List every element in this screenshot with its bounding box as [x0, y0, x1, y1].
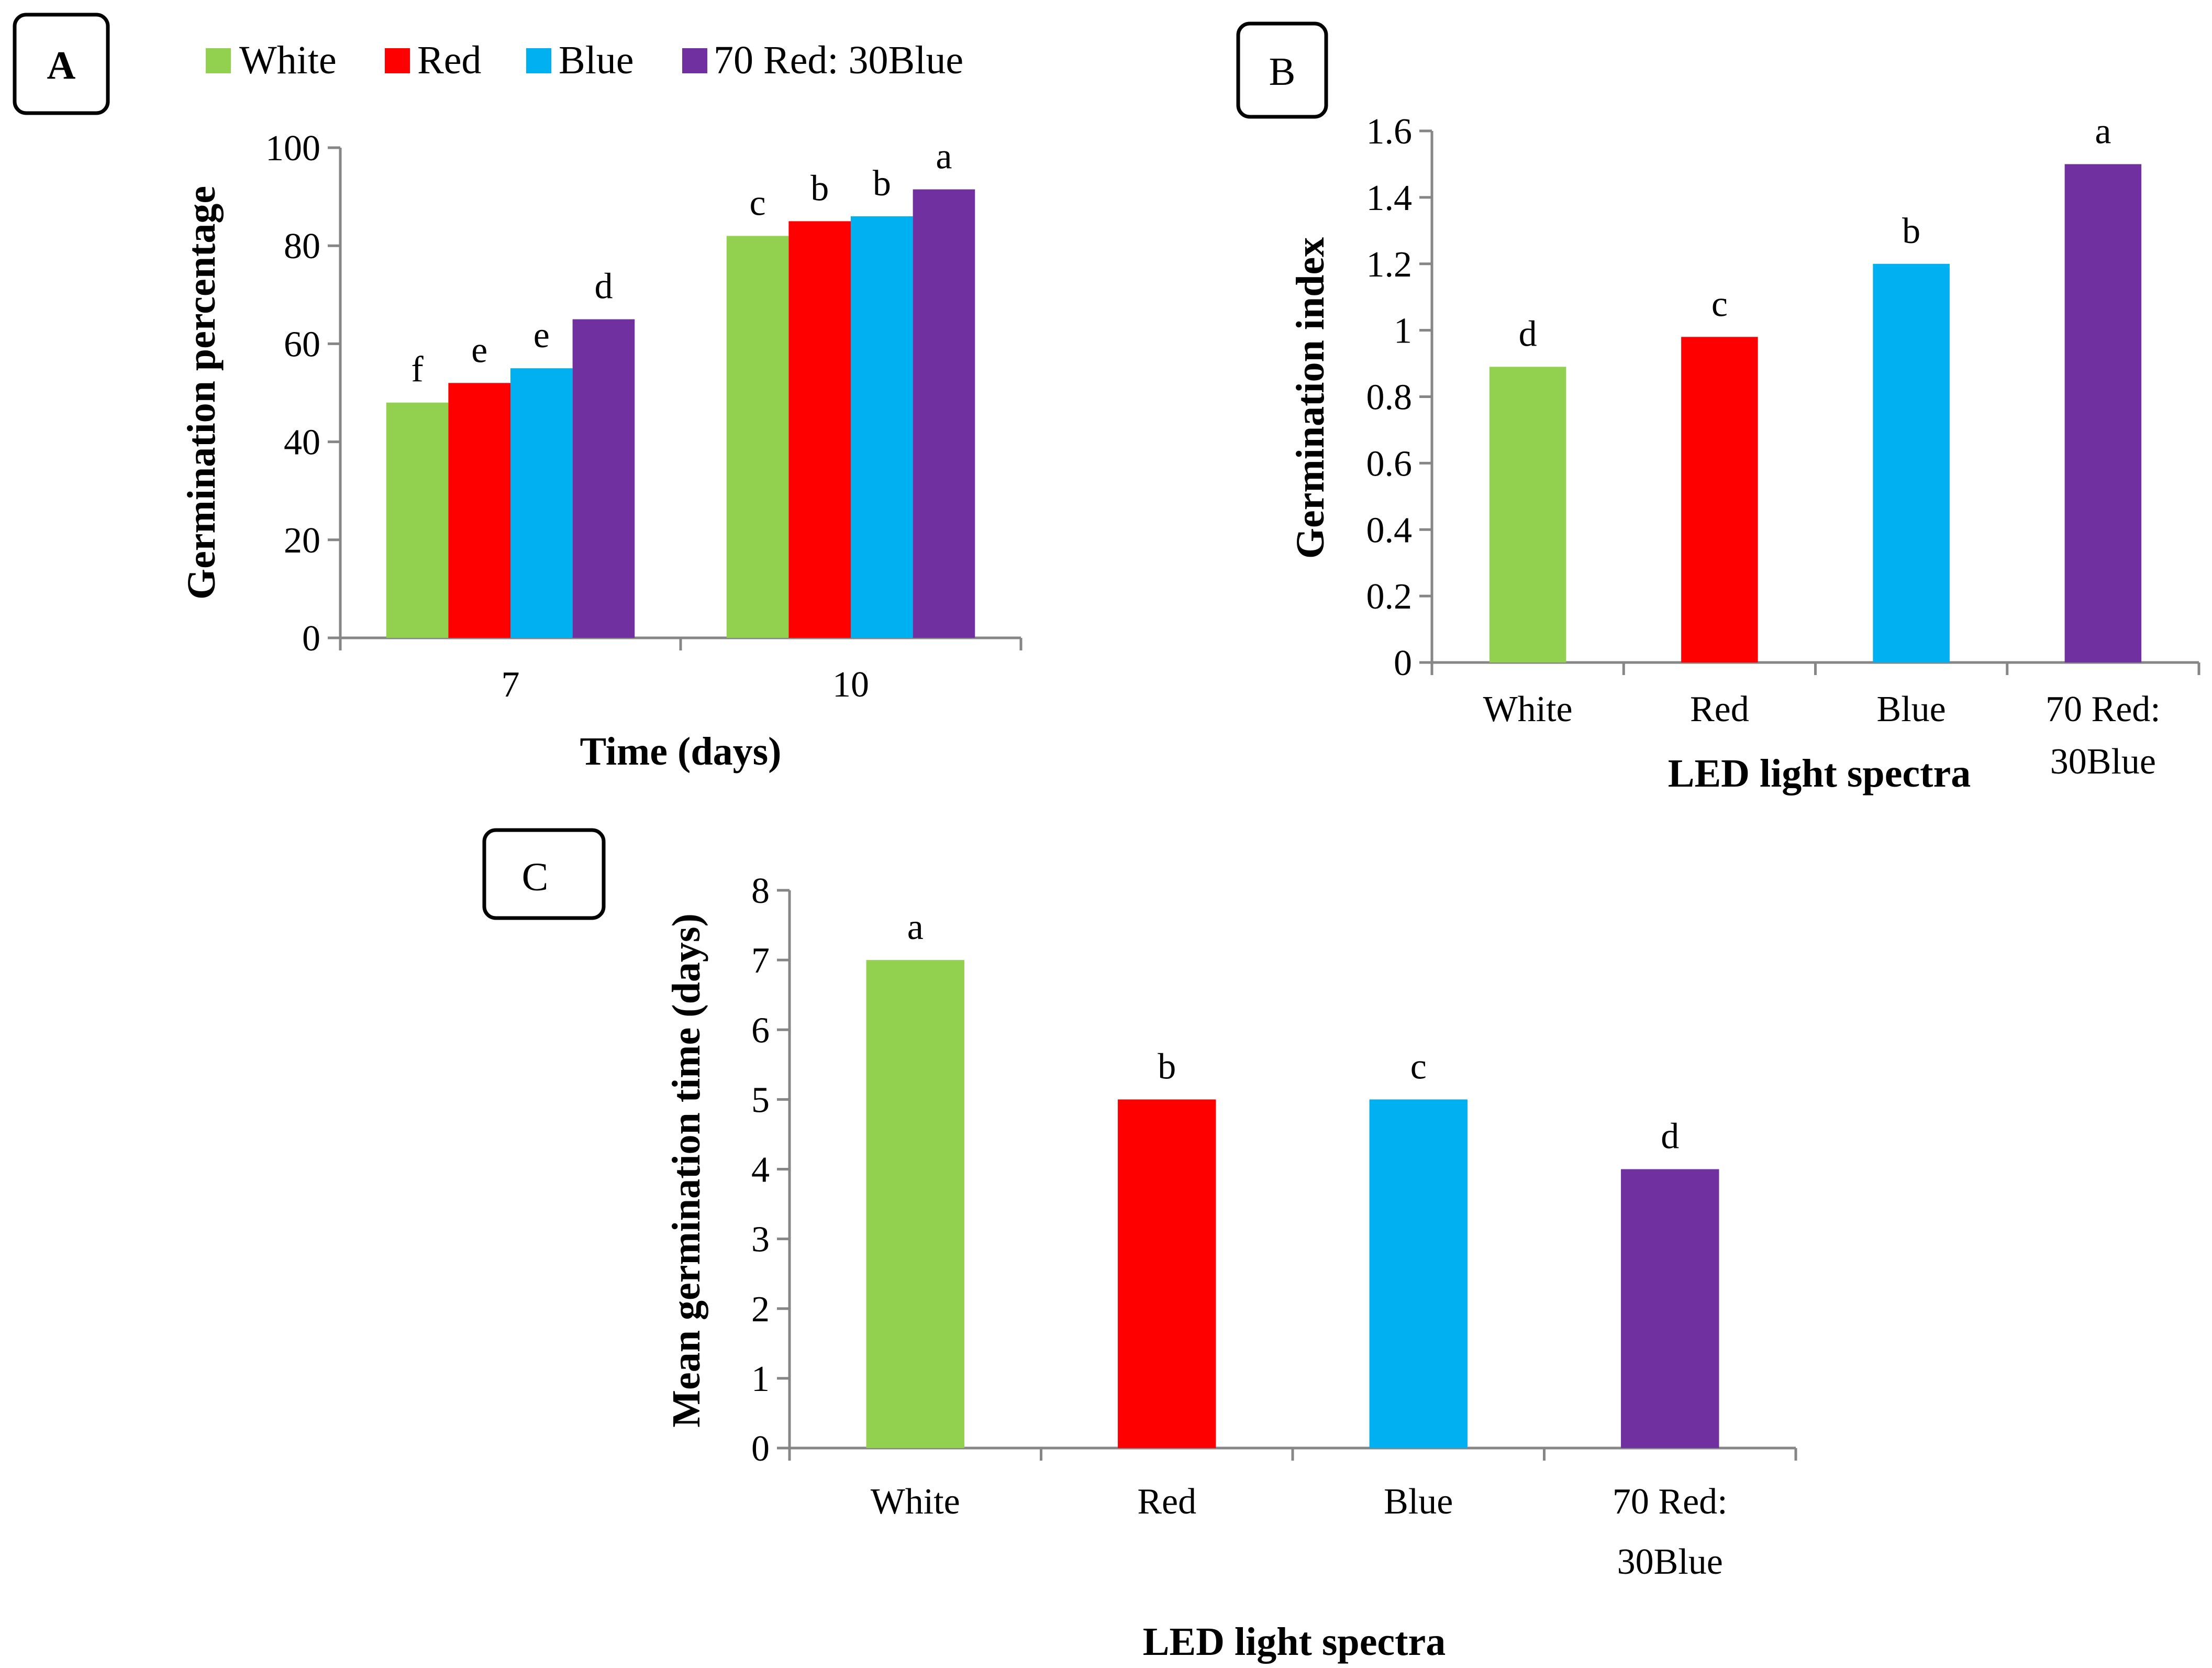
chart-c-bar-0 — [866, 960, 964, 1448]
chart-a-y-tick-label: 100 — [265, 128, 320, 169]
legend-swatch-blue — [526, 48, 551, 73]
chart-b-x-tick-label: Blue — [1877, 689, 1946, 730]
chart-c-x-axis-title: LED light spectra — [1143, 1620, 1446, 1664]
chart-c-y-tick-label: 1 — [751, 1359, 770, 1399]
chart-a-letter-label: c — [750, 183, 766, 223]
chart-c-y-tick-label: 6 — [751, 1010, 770, 1051]
legend: White Red Blue 70 Red: 30Blue — [206, 38, 963, 82]
chart-c-x-tick-label: White — [871, 1482, 960, 1522]
chart-b-germination-index: 0 0.2 0.4 0.6 0.8 1 1.2 1.4 1.6 d White c Red b Blue a 7… — [1288, 111, 2200, 796]
chart-c-x-tick-label: 70 Red: — [1613, 1482, 1728, 1522]
panel-b-label: B — [1269, 50, 1296, 94]
chart-a-y-axis-title: Germination percentage — [180, 186, 224, 600]
chart-b-x-tick-label: White — [1483, 689, 1573, 730]
panel-b-label-box: B — [1236, 21, 1328, 119]
chart-b-y-tick-label: 0.2 — [1366, 577, 1413, 617]
chart-b-letter-label: d — [1519, 314, 1537, 354]
chart-a-y-tick-label: 60 — [284, 324, 320, 364]
chart-a-letter-label: f — [411, 350, 424, 390]
legend-label-mix: 70 Red: 30Blue — [714, 38, 963, 82]
chart-c-letter-label: d — [1661, 1117, 1679, 1157]
chart-b-y-tick-label: 1.6 — [1366, 112, 1413, 152]
chart-c-y-tick-label: 4 — [751, 1150, 770, 1190]
chart-a-bar-7-3 — [572, 319, 635, 638]
chart-a-letter-label: d — [594, 267, 613, 307]
chart-c-letter-label: b — [1158, 1046, 1176, 1087]
chart-a-x-tick-label: 10 — [832, 665, 869, 705]
chart-a-bar-7-1 — [448, 383, 510, 638]
chart-c-y-tick-label: 3 — [751, 1220, 770, 1260]
chart-b-y-axis-title: Germination index — [1288, 237, 1332, 559]
chart-b-y-tick-label: 1.2 — [1366, 245, 1413, 285]
chart-a-letter-label: b — [810, 168, 829, 208]
chart-a-bar-10-1 — [788, 221, 851, 638]
legend-label-red: Red — [417, 38, 481, 82]
chart-b-bar-2 — [1873, 263, 1950, 662]
chart-a-letter-label: a — [936, 137, 952, 177]
chart-a-germination-percentage: 0 20 40 60 80 100 f e e d 7 c b b a 10 Time (days) Germin… — [180, 128, 1022, 774]
chart-a-x-axis-title: Time (days) — [580, 730, 782, 774]
chart-b-x-tick-label: 70 Red: — [2046, 689, 2161, 730]
chart-b-bar-3 — [2064, 164, 2142, 662]
panel-c-label-box: C — [482, 828, 606, 920]
chart-c-x-tick-label: Red — [1137, 1482, 1196, 1522]
chart-b-bar-1 — [1681, 337, 1758, 662]
chart-b-x-tick-label: Red — [1690, 689, 1749, 730]
legend-swatch-mix — [682, 48, 707, 73]
chart-a-y-tick-label: 0 — [302, 618, 320, 659]
chart-c-letter-label: a — [907, 907, 924, 947]
chart-c-y-tick-label: 0 — [751, 1429, 770, 1469]
chart-a-bar-10-3 — [913, 189, 975, 638]
chart-b-bar-0 — [1489, 367, 1566, 662]
chart-b-y-tick-label: 0.4 — [1366, 510, 1413, 550]
chart-a-bar-10-0 — [726, 236, 789, 638]
chart-a-letter-label: b — [873, 163, 891, 204]
chart-a-letter-label: e — [471, 330, 487, 370]
chart-b-x-tick-label: 30Blue — [2050, 742, 2156, 782]
legend-label-white: White — [239, 38, 337, 82]
chart-b-y-tick-label: 1 — [1394, 311, 1412, 351]
chart-b-letter-label: c — [1711, 284, 1728, 324]
chart-c-x-tick-label: Blue — [1384, 1482, 1453, 1522]
chart-a-bar-7-0 — [386, 402, 449, 638]
legend-swatch-white — [206, 48, 231, 73]
panel-a-label: A — [47, 43, 76, 87]
chart-b-y-tick-label: 0 — [1394, 643, 1412, 683]
chart-a-bar-7-2 — [510, 368, 573, 638]
chart-a-y-tick-label: 40 — [284, 423, 320, 463]
chart-b-y-tick-label: 0.8 — [1366, 378, 1413, 418]
legend-label-blue: Blue — [559, 38, 634, 82]
legend-swatch-red — [385, 48, 410, 73]
chart-a-letter-label: e — [533, 315, 550, 356]
chart-a-y-tick-label: 20 — [284, 521, 320, 561]
chart-c-y-tick-label: 2 — [751, 1289, 770, 1330]
chart-c-bar-1 — [1118, 1099, 1216, 1448]
chart-a-x-tick-label: 7 — [502, 665, 520, 705]
chart-c-y-tick-label: 8 — [751, 871, 770, 911]
chart-c-bar-2 — [1369, 1099, 1468, 1448]
chart-c-y-tick-label: 7 — [751, 941, 770, 981]
chart-b-y-tick-label: 1.4 — [1366, 178, 1413, 218]
chart-a-bar-10-2 — [851, 216, 913, 638]
chart-b-x-axis-title: LED light spectra — [1668, 752, 1971, 796]
panel-a-label-box: A — [13, 13, 110, 115]
chart-b-letter-label: a — [2095, 111, 2111, 151]
chart-b-y-tick-label: 0.6 — [1366, 444, 1413, 484]
panel-c-label: C — [522, 855, 549, 899]
chart-c-mean-germination-time: 0 1 2 3 4 5 6 7 8 a White b Red c Blue d 70 Red: 30Blue LE… — [664, 871, 1797, 1664]
chart-a-y-tick-label: 80 — [284, 226, 320, 267]
chart-c-letter-label: c — [1410, 1046, 1427, 1087]
chart-b-letter-label: b — [1902, 211, 1920, 251]
chart-c-y-axis-title: Mean germination time (days) — [664, 913, 708, 1428]
chart-c-y-tick-label: 5 — [751, 1080, 770, 1120]
chart-c-x-tick-label: 30Blue — [1617, 1542, 1723, 1582]
chart-c-bar-3 — [1621, 1169, 1719, 1448]
